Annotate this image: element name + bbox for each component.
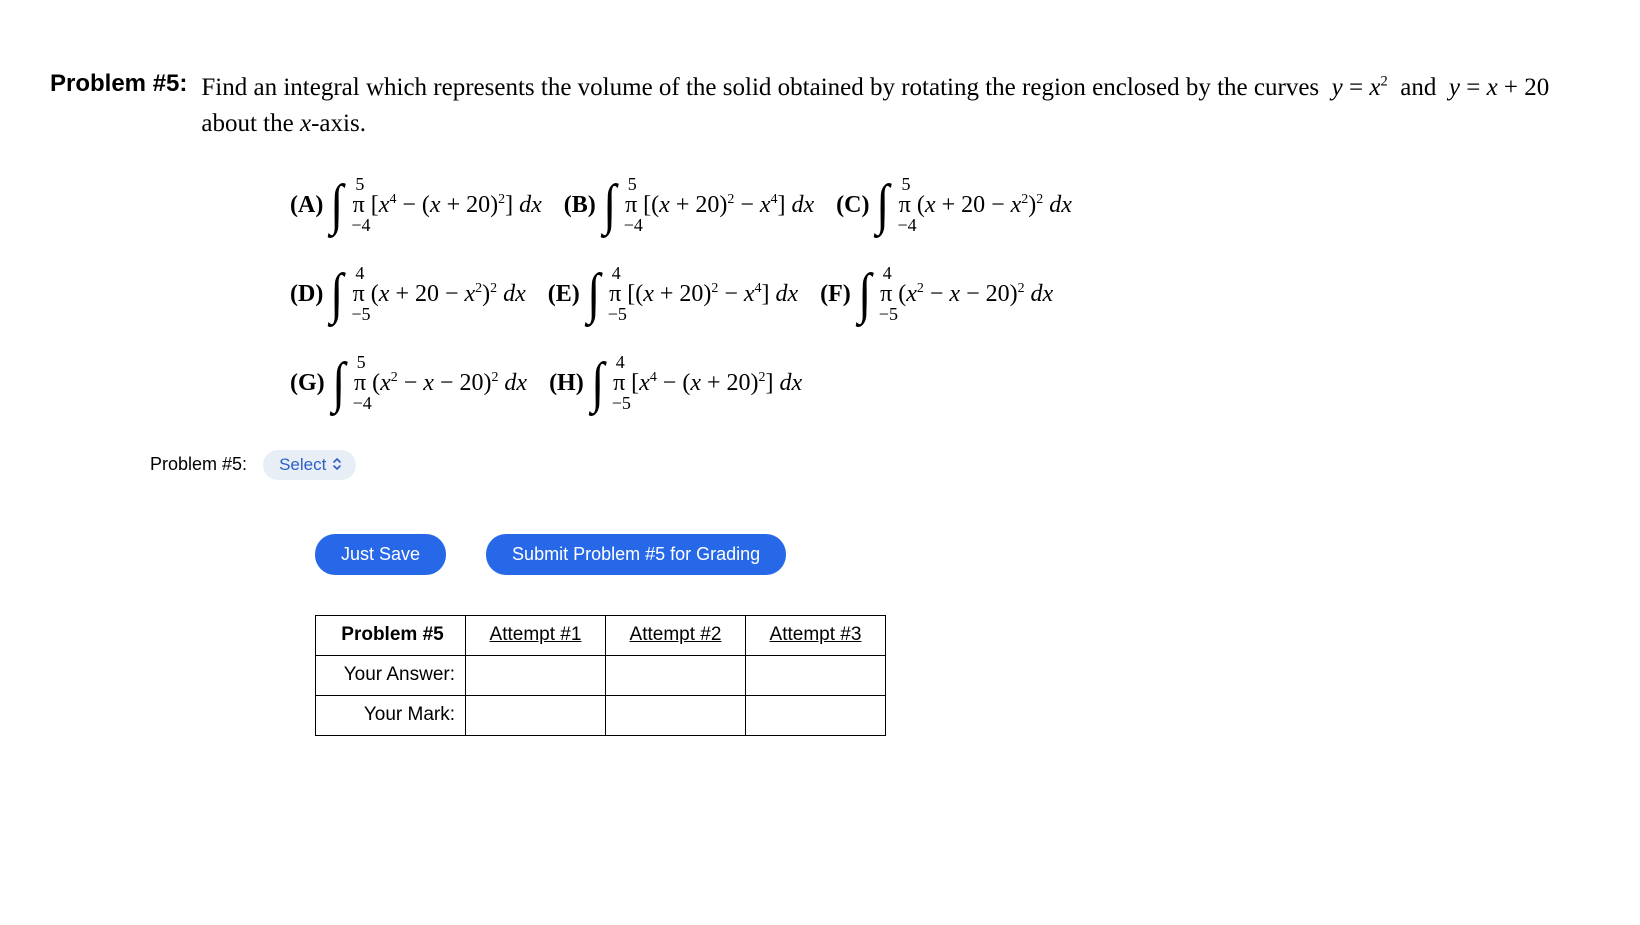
integral-expression: ∫5−4π [x4 − (x + 20)2] dx xyxy=(329,183,541,228)
integral-lower: −4 xyxy=(351,216,370,234)
choice-row: (D)∫4−5π (x + 20 − x2)2 dx(E)∫4−5π [(x +… xyxy=(290,272,1590,317)
integral-expression: ∫4−5π (x2 − x − 20)2 dx xyxy=(857,272,1053,317)
attempts-table: Problem #5 Attempt #1 Attempt #2 Attempt… xyxy=(315,615,886,736)
integral-lower: −4 xyxy=(353,394,372,412)
attempt-col-1[interactable]: Attempt #1 xyxy=(466,615,606,655)
integral-upper: 4 xyxy=(355,264,364,282)
choice-letter: (B) xyxy=(564,193,596,217)
integral-lower: −5 xyxy=(879,305,898,323)
integral-expression: ∫5−4π (x2 − x − 20)2 dx xyxy=(331,361,527,406)
mark-cell-1 xyxy=(466,695,606,735)
problem-label: Problem #5: xyxy=(50,70,201,98)
button-row: Just Save Submit Problem #5 for Grading xyxy=(315,534,1590,575)
choice-letter: (H) xyxy=(549,371,584,395)
attempts-header: Problem #5 xyxy=(316,615,466,655)
choice: (E)∫4−5π [(x + 20)2 − x4] dx xyxy=(548,272,798,317)
answer-row: Problem #5: Select xyxy=(150,450,1590,480)
choice: (C)∫5−4π (x + 20 − x2)2 dx xyxy=(836,183,1072,228)
choice-letter: (A) xyxy=(290,193,323,217)
integral-upper: 5 xyxy=(355,175,364,193)
choice-letter: (G) xyxy=(290,371,325,395)
table-row: Your Mark: xyxy=(316,695,886,735)
answer-cell-3 xyxy=(746,655,886,695)
integral-expression: ∫4−5π [(x + 20)2 − x4] dx xyxy=(586,272,798,317)
integral-upper: 5 xyxy=(357,353,366,371)
choice-letter: (F) xyxy=(820,282,851,306)
integral-sign: ∫4−5 xyxy=(590,361,605,406)
row-label-answer: Your Answer: xyxy=(316,655,466,695)
integral-upper: 4 xyxy=(616,353,625,371)
integral-sign: ∫5−4 xyxy=(875,183,890,228)
table-row: Your Answer: xyxy=(316,655,886,695)
integral-upper: 5 xyxy=(628,175,637,193)
integral-expression: ∫5−4π (x + 20 − x2)2 dx xyxy=(875,183,1071,228)
integral-expression: ∫4−5π (x + 20 − x2)2 dx xyxy=(329,272,525,317)
page-root: Problem #5: Find an integral which repre… xyxy=(0,0,1640,925)
problem-header: Problem #5: Find an integral which repre… xyxy=(50,70,1590,143)
integral-expression: ∫5−4π [(x + 20)2 − x4] dx xyxy=(602,183,814,228)
integral-sign: ∫5−4 xyxy=(331,361,346,406)
choices-block: (A)∫5−4π [x4 − (x + 20)2] dx(B)∫5−4π [(x… xyxy=(290,183,1590,406)
integral-expression: ∫4−5π [x4 − (x + 20)2] dx xyxy=(590,361,802,406)
integrand: π [x4 − (x + 20)2] dx xyxy=(607,371,802,395)
integral-sign: ∫4−5 xyxy=(586,272,601,317)
choice-row: (A)∫5−4π [x4 − (x + 20)2] dx(B)∫5−4π [(x… xyxy=(290,183,1590,228)
integrand: π (x + 20 − x2)2 dx xyxy=(347,282,526,306)
integral-lower: −5 xyxy=(612,394,631,412)
row-label-mark: Your Mark: xyxy=(316,695,466,735)
integral-upper: 5 xyxy=(901,175,910,193)
choice: (B)∫5−4π [(x + 20)2 − x4] dx xyxy=(564,183,814,228)
answer-cell-1 xyxy=(466,655,606,695)
problem-text: Find an integral which represents the vo… xyxy=(201,70,1590,143)
answer-select[interactable]: Select xyxy=(263,450,356,480)
integrand: π (x2 − x − 20)2 dx xyxy=(348,371,527,395)
submit-button[interactable]: Submit Problem #5 for Grading xyxy=(486,534,786,575)
choice-letter: (D) xyxy=(290,282,323,306)
integral-lower: −4 xyxy=(624,216,643,234)
just-save-button[interactable]: Just Save xyxy=(315,534,446,575)
choice-row: (G)∫5−4π (x2 − x − 20)2 dx(H)∫4−5π [x4 −… xyxy=(290,361,1590,406)
integrand: π [x4 − (x + 20)2] dx xyxy=(347,193,542,217)
integral-sign: ∫4−5 xyxy=(329,272,344,317)
integrand: π [(x + 20)2 − x4] dx xyxy=(619,193,814,217)
choice-letter: (C) xyxy=(836,193,869,217)
choice: (H)∫4−5π [x4 − (x + 20)2] dx xyxy=(549,361,802,406)
integral-lower: −5 xyxy=(608,305,627,323)
integral-sign: ∫4−5 xyxy=(857,272,872,317)
integral-lower: −4 xyxy=(897,216,916,234)
integral-sign: ∫5−4 xyxy=(329,183,344,228)
choice: (F)∫4−5π (x2 − x − 20)2 dx xyxy=(820,272,1053,317)
choice: (G)∫5−4π (x2 − x − 20)2 dx xyxy=(290,361,527,406)
integral-sign: ∫5−4 xyxy=(602,183,617,228)
choice-letter: (E) xyxy=(548,282,580,306)
integral-upper: 4 xyxy=(883,264,892,282)
choice: (D)∫4−5π (x + 20 − x2)2 dx xyxy=(290,272,526,317)
attempt-col-2[interactable]: Attempt #2 xyxy=(606,615,746,655)
integrand: π (x2 − x − 20)2 dx xyxy=(874,282,1053,306)
answer-select-label: Select xyxy=(279,455,326,475)
integrand: π (x + 20 − x2)2 dx xyxy=(893,193,1072,217)
integrand: π [(x + 20)2 − x4] dx xyxy=(603,282,798,306)
chevron-updown-icon xyxy=(332,457,342,473)
mark-cell-2 xyxy=(606,695,746,735)
table-row: Problem #5 Attempt #1 Attempt #2 Attempt… xyxy=(316,615,886,655)
answer-cell-2 xyxy=(606,655,746,695)
integral-lower: −5 xyxy=(351,305,370,323)
attempt-col-3[interactable]: Attempt #3 xyxy=(746,615,886,655)
integral-upper: 4 xyxy=(612,264,621,282)
choice: (A)∫5−4π [x4 − (x + 20)2] dx xyxy=(290,183,542,228)
answer-label: Problem #5: xyxy=(150,454,247,475)
mark-cell-3 xyxy=(746,695,886,735)
